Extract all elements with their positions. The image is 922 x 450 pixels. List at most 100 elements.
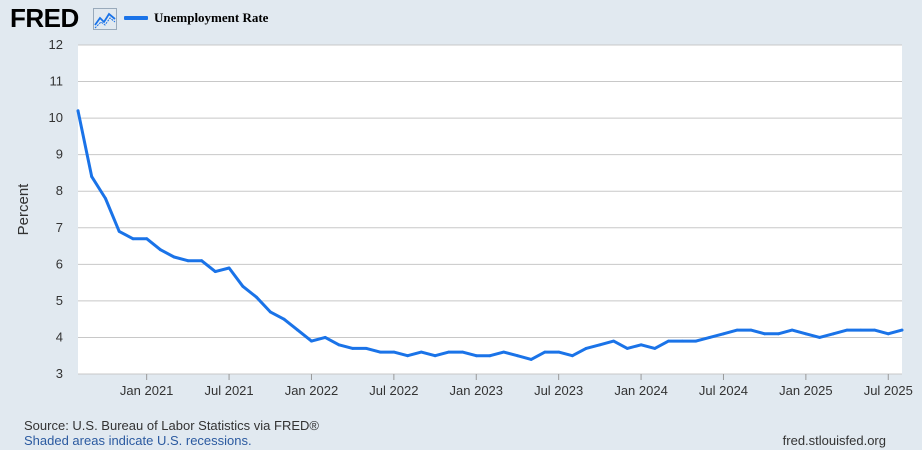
x-tick-label: Jul 2025 (864, 383, 913, 398)
data-point (131, 237, 135, 241)
data-point (337, 343, 341, 347)
x-tick-label: Jan 2021 (120, 383, 174, 398)
data-point (227, 266, 231, 270)
legend[interactable]: Unemployment Rate (124, 10, 268, 26)
y-tick-label: 9 (56, 147, 63, 162)
x-tick-label: Jan 2022 (285, 383, 339, 398)
y-tick-label: 11 (50, 74, 64, 89)
data-point (845, 328, 849, 332)
site-link[interactable]: fred.stlouisfed.org (782, 433, 886, 448)
y-tick-label: 12 (49, 37, 63, 52)
data-point (104, 197, 107, 200)
x-tick-label: Jul 2024 (699, 383, 748, 398)
y-tick-label: 10 (49, 110, 63, 125)
x-tick-label: Jul 2023 (534, 383, 583, 398)
data-point (310, 339, 313, 343)
data-point (625, 347, 629, 350)
data-point (488, 354, 492, 358)
fred-graph-icon-line (94, 12, 116, 26)
x-axis-ticks: Jan 2021 Jul 2021 Jan 2022 Jul 2022 Jan 2023… (120, 374, 913, 398)
data-point (502, 350, 506, 354)
x-tick-label: Jan 2025 (779, 383, 833, 398)
data-point (145, 237, 149, 241)
data-point (557, 350, 561, 354)
data-point (406, 354, 409, 358)
data-point (378, 350, 382, 354)
data-point (474, 354, 478, 358)
data-point (598, 343, 602, 347)
fred-graph-icon-line-2 (94, 17, 116, 29)
data-point (461, 350, 464, 354)
data-point (529, 358, 533, 361)
x-tick-label: Jul 2022 (369, 383, 418, 398)
data-point (708, 336, 712, 339)
data-point (831, 332, 835, 336)
data-point (433, 354, 437, 358)
x-tick-label: Jan 2024 (614, 383, 668, 398)
data-point (296, 328, 300, 332)
data-point (90, 175, 94, 179)
legend-swatch (124, 16, 148, 20)
data-point (241, 284, 245, 288)
data-points (76, 109, 904, 361)
y-tick-label: 4 (56, 329, 63, 344)
legend-label: Unemployment Rate (154, 10, 269, 25)
data-point (159, 248, 162, 252)
data-point (735, 328, 739, 332)
data-point (516, 354, 519, 358)
data-point (213, 270, 217, 273)
data-point (886, 332, 890, 336)
data-point (186, 259, 190, 263)
data-point (873, 328, 876, 332)
y-tick-label: 8 (56, 183, 63, 198)
data-point (76, 109, 80, 113)
data-point (680, 339, 684, 343)
y-tick-label: 7 (56, 220, 63, 235)
data-point (790, 328, 794, 332)
line-chart[interactable]: 3 4 5 6 7 8 9 10 11 12 Jan 2021 Jul 2021 Jan 2022 Ju… (0, 0, 922, 410)
data-point (365, 347, 368, 350)
gridlines (78, 44, 902, 375)
y-tick-label: 6 (56, 256, 63, 271)
recession-note[interactable]: Shaded areas indicate U.S. recessions. (24, 433, 252, 448)
x-tick-label: Jul 2021 (204, 383, 253, 398)
data-point (639, 343, 643, 347)
chart-header: FRED Unemployment Rate (0, 0, 922, 40)
data-point (777, 332, 780, 336)
data-point (447, 350, 451, 354)
fred-graph-icon (93, 8, 117, 30)
y-axis-ticks: 3 4 5 6 7 8 9 10 11 12 (49, 37, 63, 381)
data-point (543, 350, 547, 354)
data-point (722, 332, 725, 336)
fred-graph-icon-frame (93, 8, 117, 30)
data-point (804, 332, 808, 336)
data-point (859, 328, 863, 332)
data-point (900, 328, 904, 332)
fred-logo[interactable]: FRED (10, 3, 79, 33)
data-point (351, 347, 355, 350)
data-point (117, 230, 121, 233)
data-point (323, 336, 327, 339)
source-note: Source: U.S. Bureau of Labor Statistics … (24, 418, 319, 433)
y-tick-label: 3 (56, 366, 63, 381)
data-point (584, 347, 588, 350)
y-tick-label: 5 (56, 293, 63, 308)
data-point (255, 295, 258, 299)
x-tick-label: Jan 2023 (450, 383, 504, 398)
data-point (571, 354, 574, 358)
data-point (268, 310, 272, 314)
y-axis-label: Percent (15, 183, 32, 236)
data-point (392, 350, 396, 354)
data-point (667, 339, 670, 343)
data-point (172, 255, 176, 259)
data-point (200, 259, 204, 263)
data-point (818, 336, 821, 339)
data-point (282, 317, 286, 321)
data-point (694, 339, 698, 343)
data-point (653, 347, 657, 350)
data-point (749, 328, 753, 332)
data-point (612, 339, 615, 343)
data-point (763, 332, 767, 336)
plot-area (78, 45, 902, 374)
data-point (419, 350, 423, 354)
